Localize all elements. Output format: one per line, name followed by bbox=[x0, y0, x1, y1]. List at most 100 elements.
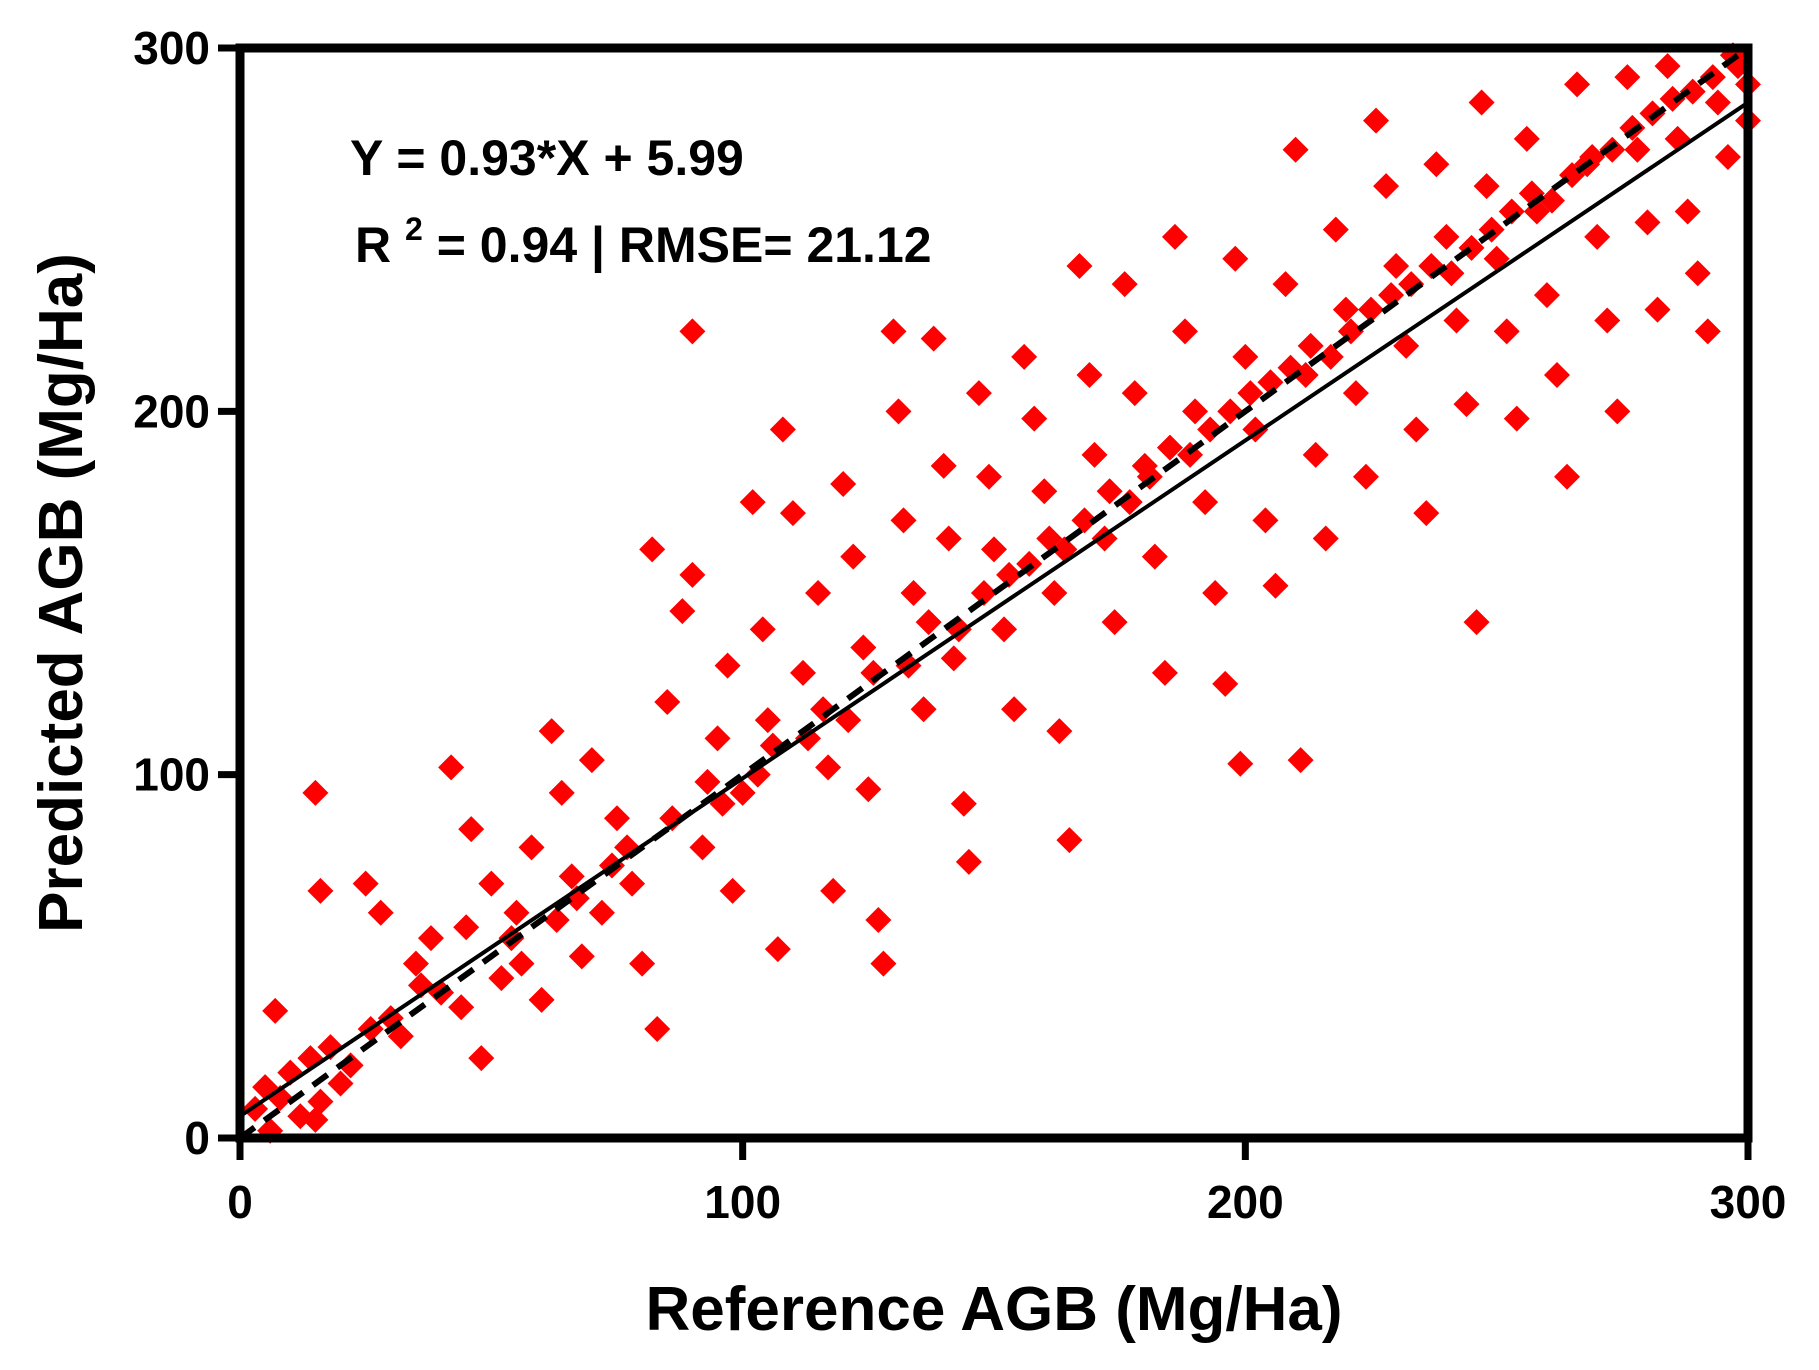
data-point bbox=[1634, 209, 1661, 236]
data-point bbox=[970, 580, 997, 606]
data-point bbox=[769, 416, 796, 443]
data-point bbox=[1564, 71, 1591, 98]
data-point bbox=[659, 805, 686, 832]
data-point bbox=[930, 452, 957, 479]
data-point bbox=[578, 747, 605, 774]
data-point bbox=[1302, 441, 1329, 468]
data-point bbox=[855, 776, 882, 803]
data-point bbox=[1121, 380, 1148, 407]
data-point bbox=[337, 1052, 364, 1079]
data-point bbox=[1498, 198, 1525, 225]
data-point bbox=[810, 696, 837, 723]
data-point bbox=[1076, 362, 1103, 388]
data-point bbox=[1554, 463, 1581, 490]
data-point bbox=[694, 768, 721, 795]
data-point bbox=[669, 598, 696, 625]
data-point bbox=[1237, 380, 1264, 407]
data-point bbox=[1217, 398, 1244, 425]
data-point bbox=[1232, 343, 1259, 370]
data-point bbox=[1538, 187, 1565, 214]
data-point bbox=[1684, 260, 1711, 287]
data-point bbox=[1192, 489, 1219, 516]
data-point bbox=[815, 754, 842, 781]
data-point bbox=[860, 659, 887, 686]
data-point bbox=[352, 870, 379, 897]
data-point bbox=[975, 463, 1002, 490]
data-point bbox=[1644, 296, 1671, 323]
data-point bbox=[468, 1045, 495, 1072]
data-point bbox=[644, 1016, 671, 1042]
data-point bbox=[779, 500, 806, 527]
data-point bbox=[1111, 271, 1138, 298]
data-point bbox=[679, 561, 706, 588]
data-point bbox=[940, 645, 967, 672]
data-point bbox=[367, 899, 394, 926]
data-point bbox=[1322, 216, 1349, 243]
data-point bbox=[1227, 750, 1254, 777]
data-point bbox=[830, 471, 857, 497]
data-point bbox=[1041, 580, 1068, 606]
data-point bbox=[1393, 332, 1420, 359]
one-to-one-line bbox=[238, 45, 1750, 1141]
data-point bbox=[915, 609, 942, 636]
data-point bbox=[402, 950, 429, 977]
data-point bbox=[1363, 107, 1390, 134]
y-ticks: 0 100 200 300 bbox=[133, 22, 240, 1164]
data-point bbox=[629, 950, 656, 977]
y-axis-title: Predicted AGB (Mg/Ha) bbox=[27, 253, 96, 933]
data-point bbox=[1674, 198, 1701, 225]
data-point bbox=[679, 318, 706, 345]
data-point bbox=[1011, 343, 1038, 370]
x-tick-label: 100 bbox=[704, 1176, 781, 1228]
y-tick-label: 0 bbox=[184, 1112, 210, 1164]
data-point bbox=[1172, 318, 1199, 345]
y-tick-label: 200 bbox=[133, 385, 210, 437]
data-point bbox=[1679, 78, 1706, 105]
data-point bbox=[1433, 223, 1460, 250]
data-point bbox=[1473, 173, 1500, 200]
data-point bbox=[1056, 827, 1083, 854]
data-point bbox=[1624, 136, 1651, 163]
data-point bbox=[588, 899, 615, 926]
data-point bbox=[1594, 307, 1621, 334]
data-point bbox=[438, 754, 465, 781]
data-point bbox=[1493, 318, 1520, 345]
data-point bbox=[1071, 507, 1098, 534]
data-point bbox=[910, 696, 937, 723]
data-point bbox=[749, 616, 776, 643]
data-point bbox=[604, 805, 630, 832]
data-point bbox=[1533, 282, 1560, 309]
r2-prefix: R bbox=[355, 217, 391, 273]
data-point bbox=[327, 1070, 354, 1097]
data-point bbox=[1694, 318, 1721, 345]
data-point bbox=[619, 870, 646, 897]
data-point bbox=[1156, 434, 1183, 461]
data-point bbox=[478, 870, 505, 897]
data-point bbox=[1458, 234, 1485, 261]
data-point bbox=[1287, 747, 1314, 774]
data-point bbox=[568, 943, 595, 970]
data-point bbox=[1031, 478, 1058, 505]
data-point bbox=[1332, 296, 1359, 323]
data-point bbox=[1046, 718, 1073, 745]
data-point bbox=[1096, 478, 1123, 505]
data-point bbox=[307, 877, 334, 904]
data-point bbox=[1212, 670, 1239, 697]
data-point bbox=[1021, 405, 1048, 432]
data-point bbox=[508, 950, 535, 977]
x-ticks: 0 100 200 300 bbox=[227, 1138, 1786, 1228]
data-point bbox=[840, 543, 867, 570]
data-point bbox=[1423, 151, 1450, 178]
data-point bbox=[1001, 696, 1028, 723]
data-point bbox=[689, 834, 716, 861]
data-point bbox=[1463, 609, 1490, 636]
data-point bbox=[543, 907, 570, 933]
regression-equation: Y = 0.93*X + 5.99 bbox=[350, 130, 744, 186]
data-point bbox=[935, 525, 962, 552]
data-point bbox=[1342, 380, 1369, 407]
data-point bbox=[1222, 245, 1249, 272]
r2-suffix: = 0.94 | RMSE= 21.12 bbox=[437, 217, 932, 274]
data-point bbox=[820, 877, 847, 904]
data-point bbox=[1584, 223, 1611, 250]
